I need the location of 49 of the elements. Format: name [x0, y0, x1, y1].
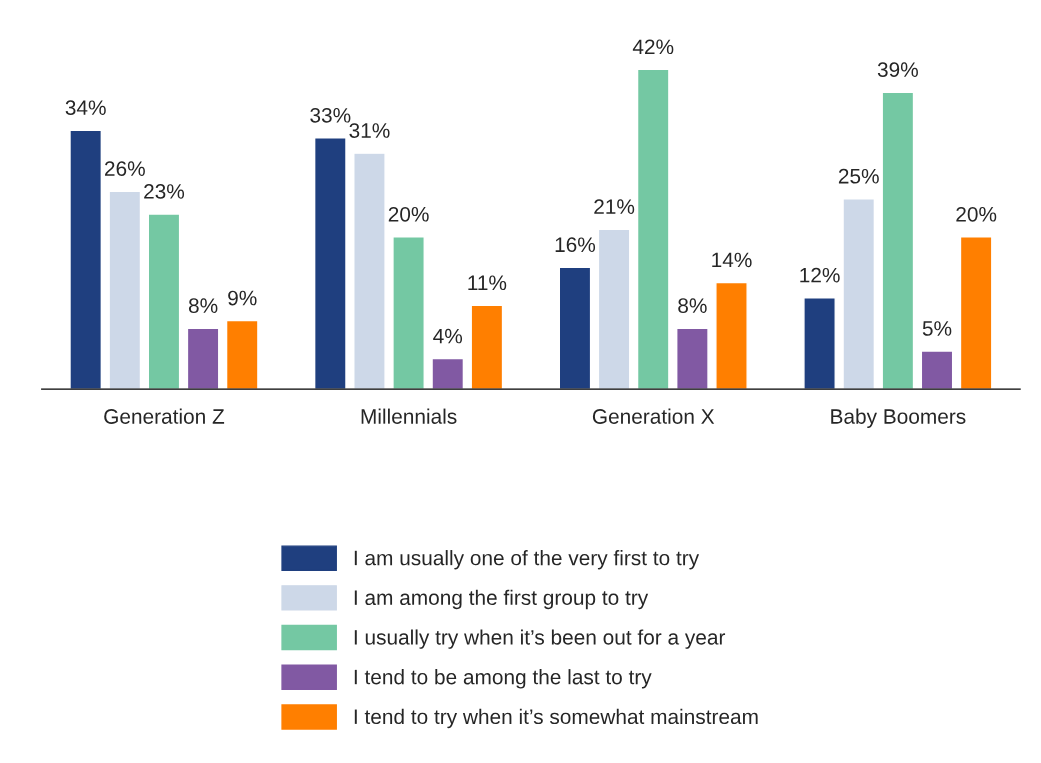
legend-label: I am usually one of the very first to try [354, 550, 700, 570]
data-label: 8% [678, 298, 707, 313]
data-label: 25% [838, 168, 879, 184]
bar [108, 190, 142, 390]
bar [920, 350, 954, 390]
data-label: 20% [388, 206, 429, 222]
x-tick-label: Generation Z [104, 408, 225, 424]
bar [353, 152, 386, 390]
bar [558, 266, 592, 390]
legend-label: I tend to try when it’s somewhat mainstream [354, 708, 758, 729]
bar [313, 137, 347, 390]
bar [842, 198, 876, 390]
data-label: 42% [632, 39, 674, 55]
x-tick-label: Generation X [592, 408, 715, 424]
bar [225, 319, 259, 390]
data-label: 11% [468, 275, 507, 291]
bar [959, 236, 993, 390]
data-label: 8% [188, 298, 218, 313]
bar [597, 228, 631, 390]
data-label: 31% [349, 123, 390, 138]
data-label: 20% [956, 206, 997, 222]
x-tick-label: Millennials [361, 408, 457, 424]
legend-label: I tend to be among the last to try [354, 669, 652, 689]
bar [636, 68, 670, 390]
data-label: 5% [922, 321, 952, 336]
bar [470, 304, 504, 390]
legend-label: I am among the first group to try [354, 589, 649, 610]
bar [392, 236, 425, 390]
data-label: 34% [65, 100, 106, 116]
bar [676, 327, 709, 390]
bar [431, 357, 465, 390]
bar [69, 129, 103, 390]
data-label: 4% [433, 328, 463, 344]
bar [186, 327, 220, 390]
data-label: 21% [594, 199, 635, 214]
x-tick-label: Baby Boomers [831, 408, 966, 428]
data-label: 14% [712, 252, 752, 268]
data-label: 12% [800, 267, 840, 283]
bar [715, 281, 748, 390]
bar [803, 297, 836, 390]
bar [147, 213, 181, 390]
data-label: 33% [310, 107, 351, 123]
data-label: 26% [105, 161, 145, 176]
data-label: 16% [555, 237, 596, 253]
data-label: 39% [877, 62, 918, 78]
legend-label: I usually try when it’s been out for a year [354, 629, 726, 649]
bar [881, 91, 915, 390]
data-label: 23% [144, 184, 185, 199]
data-label: 9% [228, 290, 257, 306]
